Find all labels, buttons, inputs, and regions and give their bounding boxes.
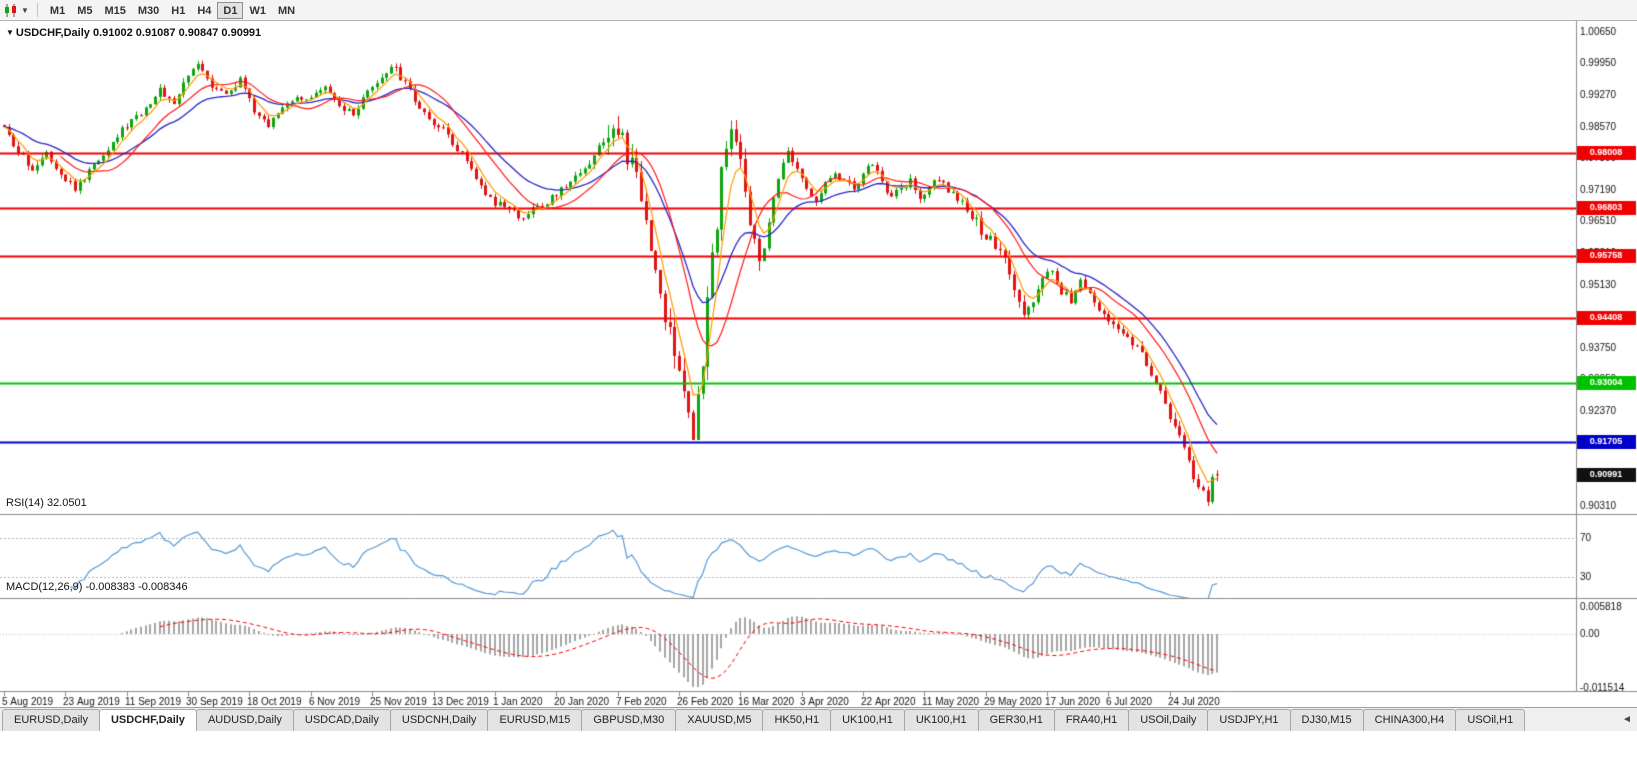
chevron-down-icon[interactable]: ▼ [21, 5, 29, 15]
timeframe-button-m15[interactable]: M15 [98, 2, 131, 19]
chart-window: ▼ USDCHF,Daily 0.91002 0.91087 0.90847 0.… [0, 21, 1637, 707]
timeframe-button-h4[interactable]: H4 [191, 2, 217, 19]
chart-tab-fra40-h1[interactable]: FRA40,H1 [1053, 709, 1130, 731]
timeframe-button-d1[interactable]: D1 [217, 1, 244, 19]
chart-tab-hk50-h1[interactable]: HK50,H1 [762, 709, 832, 731]
timeframe-button-mn[interactable]: MN [272, 2, 301, 19]
candlestick-chart-icon[interactable] [4, 3, 18, 17]
empty-area [0, 731, 1637, 770]
chart-tabs: EURUSD,Daily USDCHF,Daily AUDUSD,Daily USDC… [0, 708, 1617, 731]
chart-tab-usdjpy-h1[interactable]: USDJPY,H1 [1207, 709, 1291, 731]
timeframe-button-m30[interactable]: M30 [132, 2, 165, 19]
chart-tab-dj30-m15[interactable]: DJ30,M15 [1289, 709, 1364, 731]
timeframe-button-h1[interactable]: H1 [165, 2, 191, 19]
timeframe-button-m5[interactable]: M5 [71, 2, 98, 19]
chart-tab-usoil-daily[interactable]: USOil,Daily [1128, 709, 1209, 731]
chart-tab-usdcnh-daily[interactable]: USDCNH,Daily [389, 709, 489, 731]
chart-tab-usdchf-daily[interactable]: USDCHF,Daily [98, 709, 197, 731]
timeframe-toolbar: ▼ M1 M5 M15 M30 H1 H4 D1 W1 MN [0, 0, 1637, 21]
timeframe-button-w1[interactable]: W1 [243, 2, 272, 19]
chart-tab-eurusd-m15[interactable]: EURUSD,M15 [487, 709, 583, 731]
chart-tab-uk100-h1[interactable]: UK100,H1 [903, 709, 979, 731]
chart-tab-bar: EURUSD,Daily USDCHF,Daily AUDUSD,Daily USDC… [0, 707, 1637, 731]
chart-tab-china300-h4[interactable]: CHINA300,H4 [1362, 709, 1457, 731]
toolbar-separator [36, 3, 38, 17]
chart-tab-uk100-h1[interactable]: UK100,H1 [830, 709, 905, 731]
usdchf-daily-price-chart[interactable] [0, 21, 1637, 707]
chart-tab-xauusd-m5[interactable]: XAUUSD,M5 [675, 709, 764, 731]
timeframe-button-m1[interactable]: M1 [44, 2, 71, 19]
chart-tab-eurusd-daily[interactable]: EURUSD,Daily [2, 709, 100, 731]
chart-tab-usdcad-daily[interactable]: USDCAD,Daily [292, 709, 391, 731]
chart-tab-audusd-daily[interactable]: AUDUSD,Daily [195, 709, 294, 731]
chart-tab-ger30-h1[interactable]: GER30,H1 [977, 709, 1055, 731]
chart-tab-gbpusd-m30[interactable]: GBPUSD,M30 [581, 709, 677, 731]
timeframe-buttons: M1 M5 M15 M30 H1 H4 D1 W1 MN [44, 1, 301, 19]
chart-tab-usoil-h1[interactable]: USOil,H1 [1455, 709, 1526, 731]
tab-scroll-left-icon[interactable]: ◄ [1622, 714, 1632, 725]
